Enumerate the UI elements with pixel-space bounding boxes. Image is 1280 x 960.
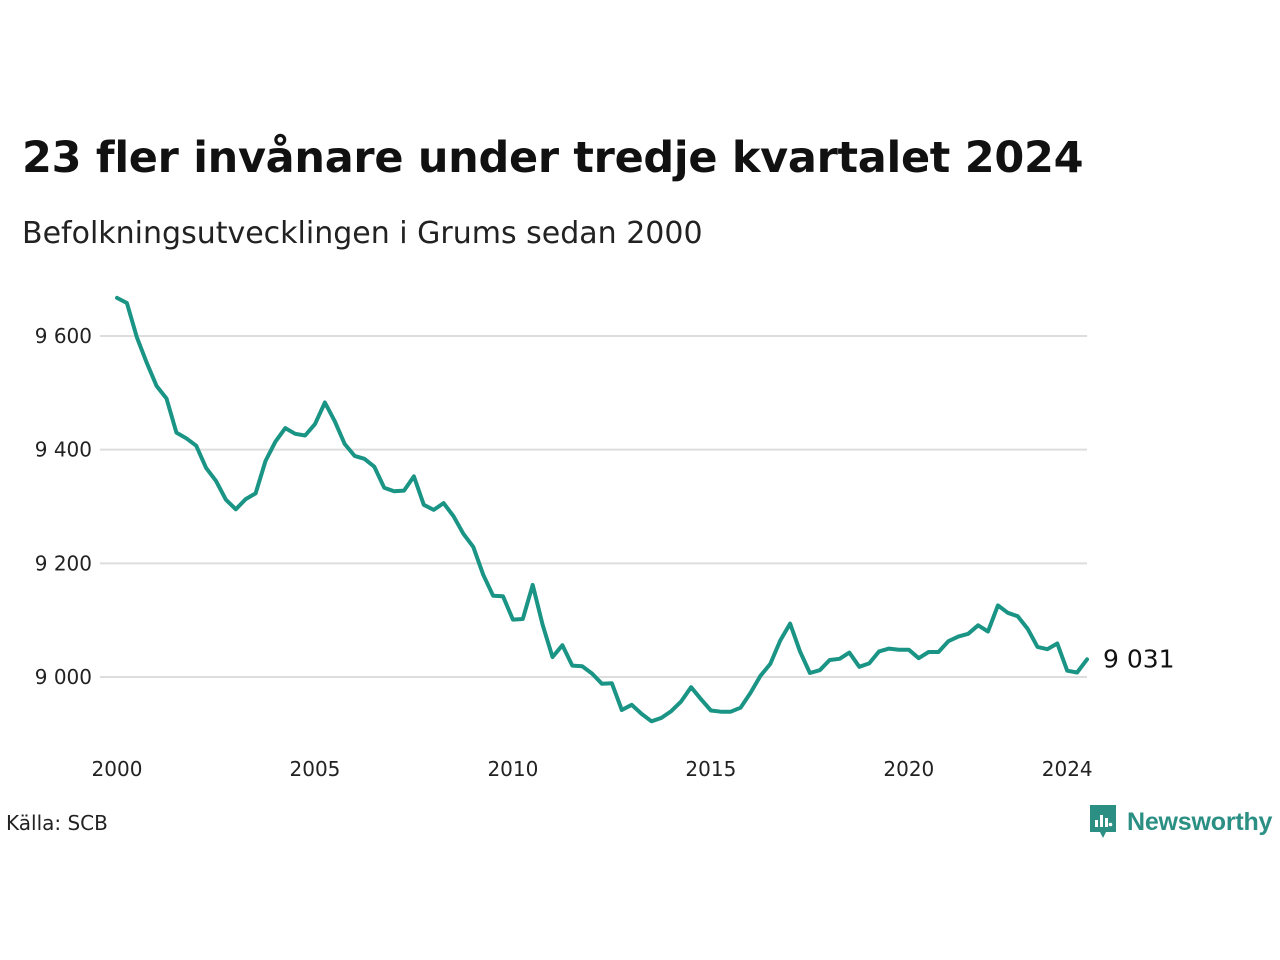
x-tick-label: 2010 [487,757,538,781]
chart-subtitle: Befolkningsutvecklingen i Grums sedan 20… [22,216,703,251]
brand-logo: Newsworthy [1088,804,1272,840]
x-tick-label: 2005 [290,757,341,781]
y-tick-label: 9 200 [35,551,92,575]
gridlines [100,335,1087,678]
x-tick-label: 2020 [883,757,934,781]
end-value-label: 9 031 [1103,644,1175,673]
x-tick-label: 2000 [92,757,143,781]
x-tick-label: 2015 [685,757,736,781]
y-axis-ticks: 9 000 9 200 9 400 9 600 [35,324,92,689]
y-tick-label: 9 600 [35,324,92,348]
chart-title: 23 fler invånare under tredje kvartalet … [22,133,1084,183]
y-tick-label: 9 000 [35,665,92,689]
y-tick-label: 9 400 [35,438,92,462]
x-axis-ticks: 2000 2005 2010 2015 2020 2024 [92,757,1093,781]
source-note: Källa: SCB [6,811,108,835]
x-tick-label: 2024 [1042,757,1093,781]
newsworthy-logo-icon [1088,804,1118,840]
series-line-grums-population [115,295,1089,724]
brand-name: Newsworthy [1127,807,1273,836]
